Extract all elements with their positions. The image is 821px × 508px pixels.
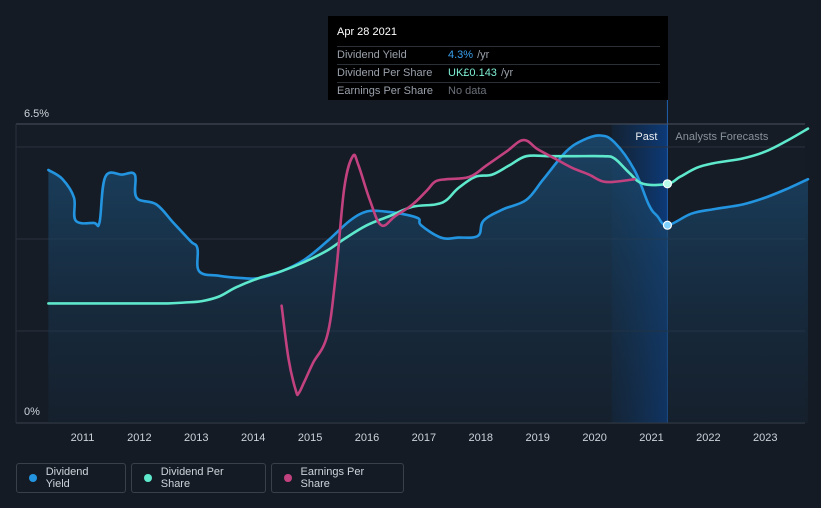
dividend-yield-line [47, 134, 810, 281]
tooltip-row-dividend-yield: Dividend Yield 4.3%/yr [337, 46, 660, 64]
x-tick-label: 2018 [469, 432, 493, 444]
x-tick-label: 2016 [355, 432, 379, 444]
tooltip-date: Apr 28 2021 [337, 26, 397, 38]
legend-dot-icon [29, 474, 37, 482]
x-tick-label: 2021 [639, 432, 663, 444]
x-tick-label: 2011 [71, 432, 95, 444]
y-axis-min-label: 0% [24, 406, 40, 418]
yield-marker [662, 220, 673, 230]
legend-dot-icon [144, 474, 152, 482]
legend-label: Dividend Yield [45, 466, 89, 490]
forecast-label: Analysts Forecasts [675, 131, 768, 143]
tooltip-value: UK£0.143 [448, 67, 497, 79]
x-tick-label: 2014 [241, 432, 265, 444]
y-axis-max-label: 6.5% [24, 108, 49, 120]
x-tick-label: 2012 [127, 432, 151, 444]
legend-dividend-yield[interactable]: Dividend Yield [16, 463, 126, 493]
legend-label: Earnings Per Share [300, 466, 365, 490]
past-label: Past [635, 131, 657, 143]
tooltip-label: Earnings Per Share [337, 85, 433, 97]
tooltip-value: No data [448, 85, 487, 97]
tooltip-row-dividend-per-share: Dividend Per Share UK£0.143/yr [337, 64, 660, 82]
dividend-yield-area [48, 135, 808, 423]
legend-label: Dividend Per Share [160, 466, 224, 490]
tooltip-value: 4.3% [448, 49, 474, 61]
legend-dividend-per-share[interactable]: Dividend Per Share [131, 463, 266, 493]
x-tick-label: 2015 [298, 432, 322, 444]
tooltip-label: Dividend Per Share [337, 67, 433, 79]
x-tick-label: 2020 [582, 432, 606, 444]
legend-dot-icon [284, 474, 292, 482]
tooltip-unit: /yr [500, 67, 514, 79]
legend-earnings-per-share[interactable]: Earnings Per Share [271, 463, 404, 493]
tooltip: Apr 28 2021 Dividend Yield 4.3%/yr Divid… [328, 16, 668, 100]
x-tick-label: 2017 [412, 432, 436, 444]
tooltip-label: Dividend Yield [337, 49, 407, 61]
x-tick-label: 2022 [696, 432, 720, 444]
x-tick-label: 2023 [753, 432, 777, 444]
dividend-per-share-line [47, 127, 810, 305]
tooltip-row-earnings-per-share: Earnings Per Share No data [337, 82, 660, 100]
x-tick-label: 2019 [525, 432, 549, 444]
earnings-per-share-line [280, 138, 636, 397]
tooltip-unit: /yr [477, 49, 490, 61]
x-tick-label: 2013 [184, 432, 208, 444]
dps-marker [662, 179, 673, 189]
